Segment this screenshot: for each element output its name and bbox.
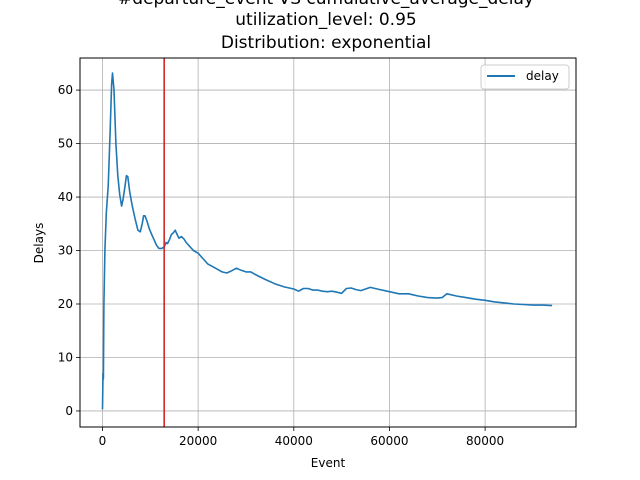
x-tick-label: 0 — [99, 434, 107, 448]
series-line-delay — [101, 72, 553, 410]
plot-area — [101, 58, 553, 427]
y-tick-label: 20 — [58, 297, 73, 311]
y-tick-label: 50 — [58, 137, 73, 151]
grid — [80, 58, 576, 427]
y-axis-label: Delays — [32, 223, 46, 264]
legend-label-delay: delay — [526, 69, 559, 83]
y-tick-label: 10 — [58, 350, 73, 364]
y-tick-label: 30 — [58, 244, 73, 258]
plot-frame — [79, 57, 577, 428]
chart-title-line-1: #departure_event VS cumulative_average_d… — [118, 0, 534, 9]
x-tick-label: 60000 — [370, 434, 408, 448]
legend-box — [480, 64, 570, 90]
x-tick-label: 20000 — [179, 434, 217, 448]
x-tick-label: 40000 — [275, 434, 313, 448]
axis-ticks: 0 20000 40000 60000 80000 0 10 20 30 40 50 60 — [58, 83, 504, 448]
x-axis-label: Event — [311, 456, 346, 470]
chart-title-line-2: utilization_level: 0.95 — [235, 10, 416, 30]
chart-title-line-3: Distribution: exponential — [221, 33, 431, 53]
legend: delay — [480, 64, 570, 90]
y-tick-label: 0 — [65, 404, 73, 418]
x-tick-label: 80000 — [466, 434, 504, 448]
y-tick-label: 40 — [58, 190, 73, 204]
y-tick-label: 60 — [58, 83, 73, 97]
